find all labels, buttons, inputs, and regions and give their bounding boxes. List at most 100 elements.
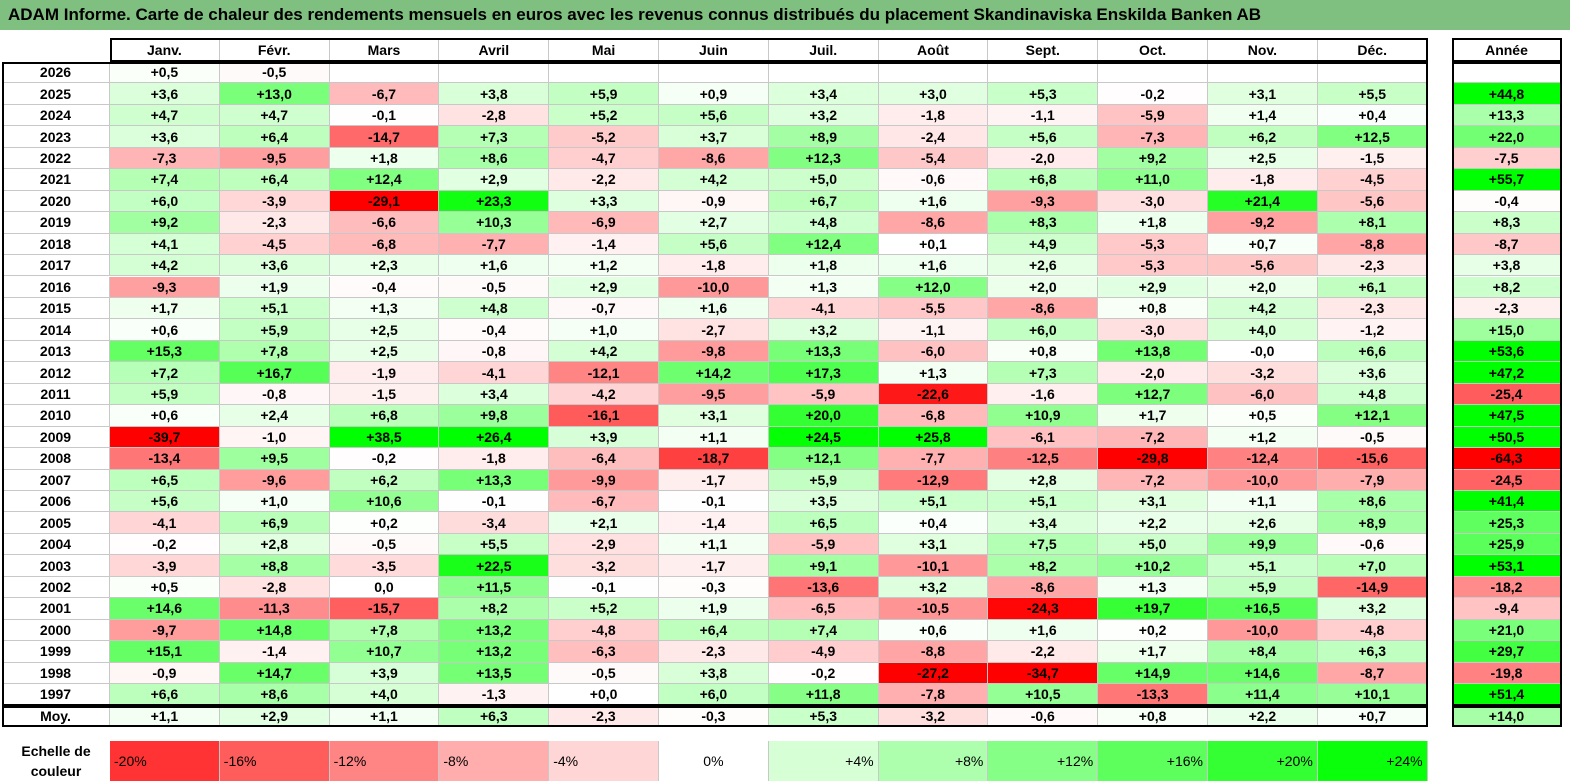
row-label-2010: 2010 — [2, 405, 110, 427]
heat-cell: -6,4 — [549, 448, 659, 470]
heat-cell: -13,3 — [1098, 684, 1208, 706]
heat-cell — [1317, 62, 1428, 84]
annual-cell: +29,7 — [1452, 641, 1562, 663]
heat-cell: +9,1 — [768, 555, 879, 577]
heat-cell: +4,7 — [110, 104, 220, 127]
heat-cell: +8,6 — [219, 684, 330, 706]
heat-cell: -12,1 — [549, 362, 659, 384]
color-scale-step: -20% — [110, 741, 220, 781]
heat-cell: +1,0 — [549, 319, 659, 341]
average-cell: +1,1 — [329, 705, 440, 727]
annual-cell: +8,2 — [1452, 276, 1562, 298]
color-scale-step: -16% — [219, 741, 330, 781]
heat-cell: +8,2 — [439, 598, 550, 620]
heat-cell: +3,6 — [1317, 362, 1428, 384]
heat-cell: +7,5 — [988, 533, 1099, 556]
heat-cell: +1,7 — [110, 297, 220, 320]
average-row-label: Moy. — [2, 705, 110, 727]
heat-cell: -13,4 — [110, 448, 220, 470]
heat-cell: -2,0 — [988, 147, 1099, 170]
heat-cell: +0,8 — [988, 340, 1099, 363]
color-scale-step: -8% — [439, 741, 550, 781]
heat-cell: +38,5 — [329, 426, 440, 449]
heat-cell: +2,8 — [988, 469, 1099, 491]
heat-cell: +6,4 — [219, 126, 330, 148]
average-cell: -2,3 — [549, 705, 659, 727]
heat-cell: +13,3 — [439, 469, 550, 491]
heat-cell: +0,1 — [878, 233, 989, 256]
heat-cell: +6,4 — [659, 619, 769, 642]
heat-cell: +0,4 — [878, 512, 989, 534]
heat-cell: -1,8 — [1208, 169, 1318, 191]
heat-cell: -2,8 — [219, 576, 330, 599]
heat-cell: +7,3 — [439, 126, 550, 148]
heat-cell: +1,8 — [329, 147, 440, 170]
heat-cell: +3,4 — [768, 83, 879, 105]
heat-cell: -6,8 — [329, 233, 440, 256]
heat-cell: +1,7 — [1098, 641, 1208, 663]
heat-cell: -10,0 — [659, 276, 769, 298]
heat-cell: -2,8 — [439, 104, 550, 127]
annual-cell: -24,5 — [1452, 469, 1562, 491]
heat-cell: +10,2 — [1098, 555, 1208, 577]
heat-cell: -6,1 — [988, 426, 1099, 449]
heat-cell: +0,2 — [329, 512, 440, 534]
heat-cell: -2,3 — [1317, 297, 1428, 320]
heat-cell: -0,2 — [768, 662, 879, 685]
heat-cell: -9,5 — [219, 147, 330, 170]
annual-cell: +3,8 — [1452, 255, 1562, 277]
average-cell: +0,7 — [1317, 705, 1428, 727]
heat-cell: +1,3 — [329, 297, 440, 320]
heat-cell: +5,9 — [1208, 576, 1318, 599]
heat-cell: +5,0 — [1098, 533, 1208, 556]
heat-cell: +3,2 — [768, 104, 879, 127]
heatmap-grid: Janv. Févr. Mars Avril Mai Juin Juil. Août Sept.… — [2, 38, 1428, 727]
heat-cell: +5,9 — [768, 469, 879, 491]
heat-cell: -4,8 — [549, 619, 659, 642]
heat-cell: -5,4 — [878, 147, 989, 170]
heat-cell: -0,1 — [439, 491, 550, 513]
annual-cell: +50,5 — [1452, 426, 1562, 449]
row-label-2004: 2004 — [2, 533, 110, 556]
heat-cell: -10,0 — [1208, 469, 1318, 491]
heat-cell: -3,9 — [219, 190, 330, 213]
heat-cell: +1,9 — [659, 598, 769, 620]
heat-cell: -2,0 — [1098, 362, 1208, 384]
heat-cell: +2,8 — [219, 533, 330, 556]
heat-cell: +5,6 — [659, 104, 769, 127]
heat-cell: -14,7 — [329, 126, 440, 148]
heat-cell: +0,4 — [1317, 104, 1428, 127]
heat-cell — [329, 62, 440, 84]
heat-cell: +14,2 — [659, 362, 769, 384]
heat-cell: -0,8 — [219, 383, 330, 406]
heat-cell: +3,2 — [1317, 598, 1428, 620]
annual-average-cell: +14,0 — [1452, 705, 1562, 727]
heat-cell: -9,6 — [219, 469, 330, 491]
heat-cell: +3,1 — [1098, 491, 1208, 513]
heat-cell: -10,1 — [878, 555, 989, 577]
heat-cell: +3,4 — [439, 383, 550, 406]
heat-cell: -0,5 — [219, 62, 330, 84]
heat-cell: -8,7 — [1317, 662, 1428, 685]
heat-cell: -15,6 — [1317, 448, 1428, 470]
color-scale-step: +8% — [878, 741, 989, 781]
heat-cell: +8,6 — [1317, 491, 1428, 513]
heat-cell: -1,0 — [219, 426, 330, 449]
heat-cell: +8,6 — [439, 147, 550, 170]
row-label-2000: 2000 — [2, 619, 110, 642]
row-label-2017: 2017 — [2, 255, 110, 277]
heat-cell: -15,7 — [329, 598, 440, 620]
average-cell: -0,6 — [988, 705, 1099, 727]
heat-cell: +3,1 — [1208, 83, 1318, 105]
heat-cell: +0,5 — [110, 576, 220, 599]
heat-cell: -2,2 — [549, 169, 659, 191]
heat-cell: +6,0 — [110, 190, 220, 213]
row-label-2012: 2012 — [2, 362, 110, 384]
color-scale-step: -4% — [549, 741, 659, 781]
heat-cell: -8,6 — [878, 212, 989, 234]
annual-column: Année +44,8 +13,3 +22,0 -7,5 +55,7 -0,4 +8,3 -8,… — [1452, 38, 1562, 727]
heat-cell: +15,1 — [110, 641, 220, 663]
heat-cell: +1,3 — [1098, 576, 1208, 599]
average-cell: +6,3 — [439, 705, 550, 727]
heat-cell: -1,8 — [878, 104, 989, 127]
